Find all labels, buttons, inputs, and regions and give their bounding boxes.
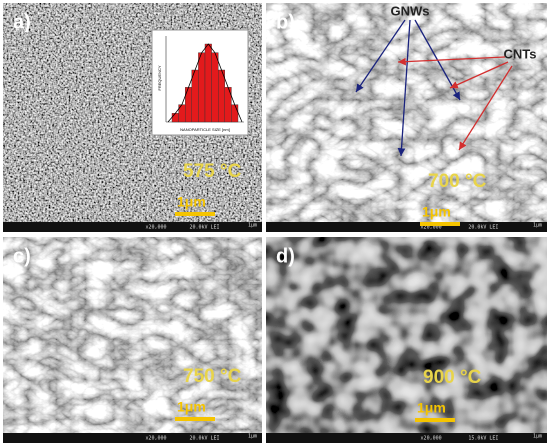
scale-bar <box>175 417 215 421</box>
scale-label: 1μm <box>417 400 446 416</box>
panel-label: b) <box>276 11 295 33</box>
histogram-bar <box>191 69 199 123</box>
gnws-label: GNWs <box>391 3 430 18</box>
scale-bar <box>415 418 455 422</box>
scale-label: 1μm <box>422 204 451 220</box>
histogram-bar <box>211 52 219 123</box>
sem-panel: x20,000 20.0kV LEI 1μm c) 750 °C 1μm <box>3 237 262 443</box>
histogram-bar <box>198 52 206 123</box>
footer-left: x20,000 <box>145 225 166 231</box>
arrow <box>355 19 406 93</box>
temperature: 575 °C <box>183 161 242 182</box>
arrow <box>397 56 506 66</box>
temperature: 750 °C <box>183 366 242 387</box>
inset-y-label: FREQUENCY <box>157 65 162 90</box>
footer-mid: 20.0kV LEI <box>189 225 219 231</box>
panels: x20,000 20.0kV LEI 1μm a) 575 °C 1μm x20,000 20… <box>3 3 547 443</box>
arrow <box>458 65 513 151</box>
panel-footer <box>266 433 547 443</box>
footer-right: 1μm <box>533 434 542 440</box>
footer-right: 1μm <box>248 223 257 229</box>
panel-footer <box>266 222 547 232</box>
histogram-bar <box>231 104 239 123</box>
panel-label: a) <box>13 11 31 33</box>
footer-right: 1μm <box>248 434 257 440</box>
footer-mid: 15.0kV LEI <box>468 436 498 442</box>
cnts-label: CNTs <box>504 46 537 61</box>
sem-panel: x20,000 20.0kV LEI 1μm b) 700 °C 1μm <box>266 3 547 232</box>
panel-footer <box>3 222 262 232</box>
footer-left: x20,000 <box>421 225 442 231</box>
inset-x-label: NANOPARTICLE SIZE [nm] <box>180 127 230 132</box>
temperature: 700 °C <box>428 171 487 192</box>
panel-label: c) <box>13 245 31 267</box>
footer-mid: 20.0kV LEI <box>189 436 219 442</box>
arrow <box>449 61 509 89</box>
scale-label: 1μm <box>177 399 206 415</box>
footer-left: x20,000 <box>145 436 166 442</box>
sem-panel: x20,000 15.0kV LEI 1μm d) 900 °C 1μm <box>266 237 547 443</box>
scale-bar <box>175 212 215 216</box>
footer-right: 1μm <box>533 223 542 229</box>
footer-left: x20,000 <box>421 436 442 442</box>
sem-image <box>266 237 547 433</box>
panel-footer <box>3 433 262 443</box>
footer-mid: 20.0kV LEI <box>468 225 498 231</box>
temperature: 900 °C <box>423 367 482 388</box>
fit-curve <box>167 43 243 123</box>
histogram-bar <box>217 69 225 123</box>
histogram-bar <box>171 113 179 123</box>
histogram-bar <box>204 43 212 123</box>
scale-bar <box>420 222 460 226</box>
scale-label: 1μm <box>177 194 206 210</box>
arrow <box>397 19 411 157</box>
annotations: GNWs CNTs <box>355 3 537 157</box>
inset-histogram: FREQUENCY NANOPARTICLE SIZE [nm] <box>151 29 249 136</box>
panel-label: d) <box>276 245 295 267</box>
sem-image <box>266 3 547 222</box>
sem-image <box>3 237 262 433</box>
